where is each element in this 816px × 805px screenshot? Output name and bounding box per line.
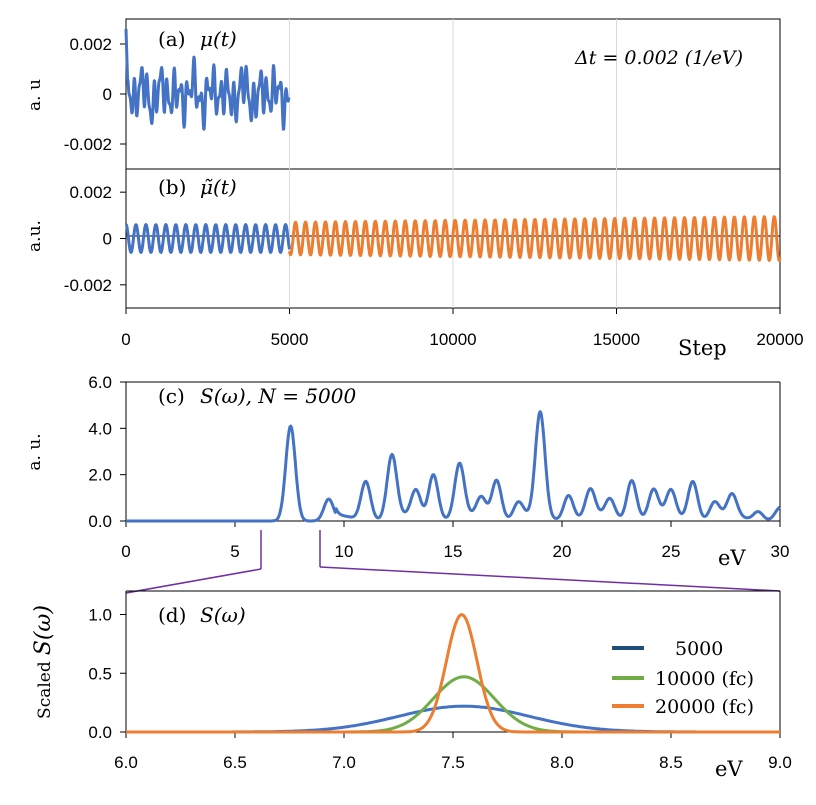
xtick-label: 5 [230,542,239,561]
panel-b-xlabel: Step [678,336,727,360]
panel-b-ylabel: a.u. [25,220,45,252]
xtick-label: 20000 [756,330,803,349]
ytick-label: 0.0 [88,512,112,531]
xtick-label: 30 [771,542,790,561]
panel-b-label: (b) [158,175,186,199]
panel-b-yticks: 0.002 0 -0.002 [64,183,126,295]
legend-label-20000: 20000 (fc) [655,696,754,718]
ytick-label: 0 [103,85,112,104]
ytick-label: 6.0 [88,373,112,392]
ytick-label: 0.002 [69,35,112,54]
xtick-label: 9.0 [768,753,792,772]
ytick-label: 0.0 [88,723,112,742]
panel-d-xticks: 6.0 6.5 7.0 7.5 8.0 8.5 9.0 [114,732,792,772]
panel-d-series-20000 [126,613,780,734]
zoom-connector [125,530,781,594]
ytick-label: -0.002 [64,276,112,295]
panel-d-label: (d) [158,603,186,627]
panel-d-title: S(ω) [200,603,246,627]
panel-c: 6.0 4.0 2.0 0.0 0 5 10 15 20 25 30 a. u. (c) S(ω)… [25,373,789,570]
panel-a-mu-series [124,28,291,131]
panel-d-legend: 5000 10000 (fc) 20000 (fc) [612,638,754,718]
xtick-label: 15000 [593,330,640,349]
panel-b: 0.002 0 -0.002 0 5000 10000 15000 20000 a.u. (… [25,169,804,360]
panel-d-ylabel-math: S(ω) [31,605,56,655]
panel-a-title: μ(t) [200,27,237,51]
ytick-label: 4.0 [88,419,112,438]
ytick-label: -0.002 [64,135,112,154]
xtick-label: 8.0 [550,753,574,772]
panel-d-yticks: 1.0 0.5 0.0 [88,606,126,742]
panel-b-title: μ̃(t) [200,175,237,199]
legend-label-5000: 5000 [675,638,723,660]
ytick-label: 0.002 [69,183,112,202]
ytick-label: 1.0 [88,606,112,625]
legend-label-10000: 10000 (fc) [655,668,754,690]
panel-c-xlabel: eV [718,546,746,570]
panel-b-series-blue [124,223,291,254]
panel-a-gridlines [289,19,617,169]
xtick-label: 6.0 [114,753,138,772]
xtick-label: 25 [662,542,681,561]
xtick-label: 10 [335,542,354,561]
panel-c-ylabel: a. u. [25,433,45,470]
panel-a-yticks: 0.002 0 -0.002 [64,35,126,154]
xtick-label: 15 [444,542,463,561]
xtick-label: 0 [121,542,130,561]
panel-c-yticks: 6.0 4.0 2.0 0.0 [88,373,126,531]
panel-d-ylabel-prefix: Scaled [35,661,55,719]
xtick-label: 6.5 [223,753,247,772]
panel-c-xticks: 0 5 10 15 20 25 30 [121,521,789,561]
panel-a-label: (a) [158,27,186,51]
zoom-right-line [319,566,781,592]
panel-d-ylabel: Scaled S(ω) [31,605,56,719]
zoom-left-line [125,568,262,594]
panel-c-spectrum [125,410,781,523]
xtick-label: 20 [553,542,572,561]
ytick-label: 0.5 [88,664,112,683]
panel-c-label: (c) [158,384,185,408]
xtick-label: 8.5 [659,753,683,772]
ytick-label: 2.0 [88,466,112,485]
xtick-label: 7.0 [332,753,356,772]
xtick-label: 0 [121,330,130,349]
xtick-label: 5000 [271,330,309,349]
panel-a-ylabel: a. u [25,79,45,111]
panel-d: 1.0 0.5 0.0 6.0 6.5 7.0 7.5 8.0 8.5 9.0 Scaled S(… [31,590,792,781]
panel-b-series-orange [288,215,782,262]
panel-a-annotation: Δt = 0.002 (1/eV) [574,47,743,69]
ytick-label: 0 [103,230,112,249]
xtick-label: 10000 [429,330,476,349]
panel-a: 0.002 0 -0.002 a. u (a) μ(t) Δt = 0.002 (1… [25,18,781,170]
panel-b-xticks: 0 5000 10000 15000 20000 [121,308,804,349]
xtick-label: 7.5 [441,753,465,772]
panel-d-xlabel: eV [715,757,743,781]
panel-c-title: S(ω), N = 5000 [200,384,356,408]
